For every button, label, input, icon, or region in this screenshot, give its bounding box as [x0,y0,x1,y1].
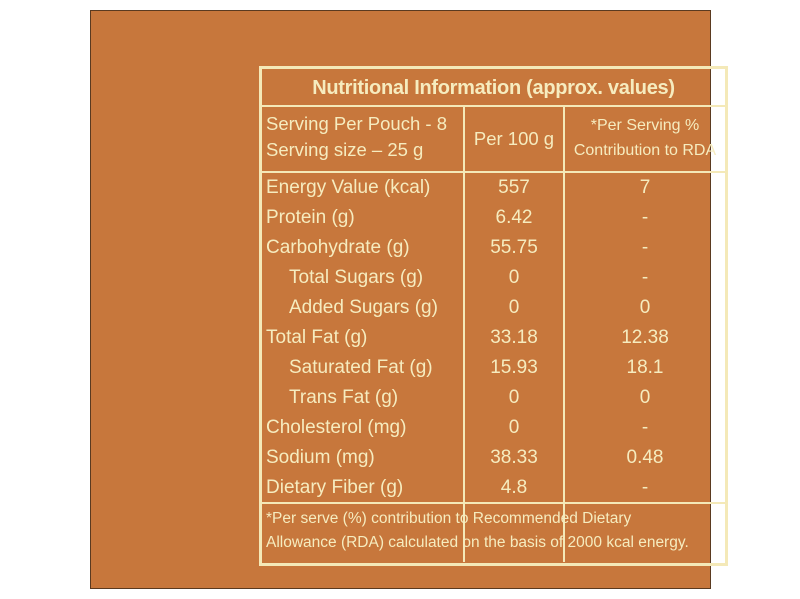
table-row: Sodium (mg) 38.33 0.48 [262,443,725,473]
per-100g-value: 55.75 [490,237,538,258]
table-title: Nutritional Information (approx. values) [262,69,725,107]
per-100g-value: 557 [498,177,530,198]
nutrient-name: Energy Value (kcal) [266,177,431,198]
nutrient-name: Dietary Fiber (g) [266,477,404,498]
serving-per-pouch: Serving Per Pouch - 8 [266,113,447,134]
nutrient-rows: Energy Value (kcal) 557 7 Protein (g) 6.42- C… [262,173,725,503]
rda-header-line1: *Per Serving % [590,117,700,134]
table-row: Saturated Fat (g) 15.93 18.1 [262,353,725,383]
per-100g-value: 6.42 [495,207,533,228]
rda-value: 18.1 [626,357,664,378]
table-row: Dietary Fiber (g) 4.8 - [262,473,725,503]
rda-value: - [641,267,649,288]
rda-value: 7 [639,177,651,198]
per-100g-value: 38.33 [490,447,538,468]
serving-size: Serving size – 25 g [266,139,424,160]
rda-value: - [641,477,649,498]
table-row: Trans Fat (g) 0 0 [262,383,725,413]
nutrition-table: Nutritional Information (approx. values)… [259,66,728,566]
table-row: Cholesterol (mg) 0 - [262,413,725,443]
table-row: Total Fat (g) 33.18 12.38 [262,323,725,353]
label-background: Nutritional Information (approx. values)… [90,10,728,589]
table-row: Total Sugars (g) 0 - [262,263,725,293]
header-divider [262,171,725,173]
column-divider [563,107,565,562]
per-100g-header: Per 100 g [473,128,555,149]
nutrient-name: Total Sugars (g) [289,267,424,288]
rda-value: 0.48 [626,447,664,468]
nutrient-name: Saturated Fat (g) [289,357,433,378]
per-100g-value: 15.93 [490,357,538,378]
per-100g-value: 0 [508,387,520,408]
footnote-line1: *Per serve (%) contribution to Recommend… [266,510,632,527]
footnote: *Per serve (%) contribution to Recommend… [266,507,726,555]
table-row: Carbohydrate (g) 55.75 - [262,233,725,263]
per-100g-value: 4.8 [500,477,528,498]
table-row: Energy Value (kcal) 557 7 [262,173,725,203]
nutrient-name: Total Fat (g) [266,327,368,348]
nutrient-name: Carbohydrate (g) [266,237,410,258]
rda-value: 0 [639,387,651,408]
table-row: Protein (g) 6.42 - [262,203,725,233]
nutrient-name: Added Sugars (g) [289,297,438,318]
rda-value: 0 [639,297,651,318]
serving-info: Serving Per Pouch - 8 Serving size – 25 … [266,111,462,163]
nutrient-name: Sodium (mg) [266,447,375,468]
footnote-divider [262,502,725,504]
per-100g-value: 0 [508,417,520,438]
rda-value: 12.38 [621,327,669,348]
per-100g-value: 0 [508,297,520,318]
rda-header: *Per Serving % Contribution to RDA [565,113,725,163]
footnote-line2: Allowance (RDA) calculated on the basis … [266,534,689,551]
table-row: Added Sugars (g) 0 0 [262,293,725,323]
rda-value: - [641,237,649,258]
column-divider [463,107,465,562]
rda-value: - [641,207,649,228]
per-100g-value: 33.18 [490,327,538,348]
nutrient-name: Protein (g) [266,207,355,228]
nutrient-name: Trans Fat (g) [289,387,399,408]
rda-header-line2: Contribution to RDA [573,142,717,159]
nutrient-name: Cholesterol (mg) [266,417,407,438]
rda-value: - [641,417,649,438]
per-100g-value: 0 [508,267,520,288]
